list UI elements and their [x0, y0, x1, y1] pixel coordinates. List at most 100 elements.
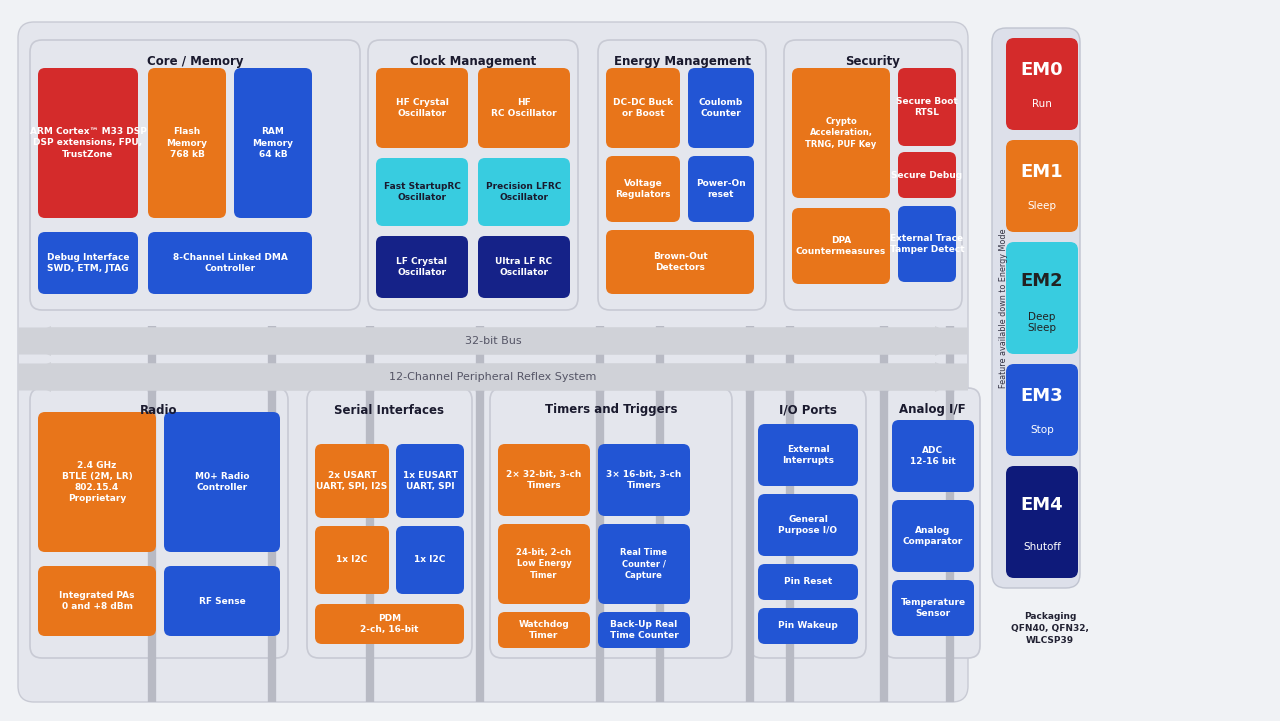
Text: Sleep: Sleep	[1028, 201, 1056, 211]
Text: 2.4 GHz
BTLE (2M, LR)
802.15.4
Proprietary: 2.4 GHz BTLE (2M, LR) 802.15.4 Proprieta…	[61, 461, 132, 503]
FancyBboxPatch shape	[758, 608, 858, 644]
FancyBboxPatch shape	[477, 158, 570, 226]
FancyBboxPatch shape	[396, 526, 465, 594]
Text: Pin Wakeup: Pin Wakeup	[778, 622, 838, 630]
Text: Voltage
Regulators: Voltage Regulators	[616, 179, 671, 199]
Text: General
Purpose I/O: General Purpose I/O	[778, 515, 837, 535]
FancyBboxPatch shape	[376, 158, 468, 226]
FancyBboxPatch shape	[315, 526, 389, 594]
FancyBboxPatch shape	[396, 444, 465, 518]
Text: Clock Management: Clock Management	[410, 56, 536, 68]
Text: EM4: EM4	[1020, 496, 1064, 514]
Text: External Trace
Tamper Detect: External Trace Tamper Detect	[890, 234, 964, 254]
FancyBboxPatch shape	[315, 444, 389, 518]
Text: Analog
Comparator: Analog Comparator	[902, 526, 963, 546]
FancyBboxPatch shape	[234, 68, 312, 218]
Text: Serial Interfaces: Serial Interfaces	[334, 404, 444, 417]
Text: Run: Run	[1032, 99, 1052, 110]
Text: EM3: EM3	[1020, 387, 1064, 405]
Text: Security: Security	[846, 56, 900, 68]
Text: Feature available down to Energy Mode: Feature available down to Energy Mode	[1000, 229, 1009, 388]
FancyBboxPatch shape	[689, 156, 754, 222]
Text: Stop: Stop	[1030, 425, 1053, 435]
FancyBboxPatch shape	[884, 388, 980, 658]
Text: RAM
Memory
64 kB: RAM Memory 64 kB	[252, 128, 293, 159]
FancyBboxPatch shape	[783, 40, 963, 310]
Text: Flash
Memory
768 kB: Flash Memory 768 kB	[166, 128, 207, 159]
FancyBboxPatch shape	[29, 40, 360, 310]
FancyBboxPatch shape	[29, 388, 288, 658]
Text: EM2: EM2	[1020, 273, 1064, 290]
Text: HF
RC Oscillator: HF RC Oscillator	[492, 98, 557, 118]
Text: 1x EUSART
UART, SPI: 1x EUSART UART, SPI	[403, 471, 457, 491]
FancyBboxPatch shape	[750, 388, 867, 658]
Text: Shutoff: Shutoff	[1023, 541, 1061, 552]
Text: EM1: EM1	[1020, 163, 1064, 181]
FancyBboxPatch shape	[892, 420, 974, 492]
FancyBboxPatch shape	[369, 40, 579, 310]
Polygon shape	[18, 326, 968, 356]
FancyBboxPatch shape	[598, 524, 690, 604]
FancyBboxPatch shape	[605, 156, 680, 222]
FancyBboxPatch shape	[1006, 140, 1078, 232]
FancyBboxPatch shape	[892, 500, 974, 572]
Text: Packaging
QFN40, QFN32,
WLCSP39: Packaging QFN40, QFN32, WLCSP39	[1011, 612, 1089, 645]
Text: Real Time
Counter /
Capture: Real Time Counter / Capture	[621, 549, 667, 580]
FancyBboxPatch shape	[38, 68, 138, 218]
FancyBboxPatch shape	[899, 152, 956, 198]
FancyBboxPatch shape	[315, 604, 465, 644]
Text: 32-bit Bus: 32-bit Bus	[465, 336, 521, 346]
Text: RF Sense: RF Sense	[198, 596, 246, 606]
Text: M0+ Radio
Controller: M0+ Radio Controller	[195, 472, 250, 492]
FancyBboxPatch shape	[477, 68, 570, 148]
FancyBboxPatch shape	[758, 494, 858, 556]
Text: 24-bit, 2-ch
Low Energy
Timer: 24-bit, 2-ch Low Energy Timer	[516, 549, 572, 580]
Polygon shape	[18, 362, 968, 392]
FancyBboxPatch shape	[38, 566, 156, 636]
Text: External
Interrupts: External Interrupts	[782, 445, 835, 465]
Text: Power-On
reset: Power-On reset	[696, 179, 746, 199]
Text: Brown-Out
Detectors: Brown-Out Detectors	[653, 252, 708, 272]
Text: Energy Management: Energy Management	[613, 56, 750, 68]
Text: 2× 32-bit, 3-ch
Timers: 2× 32-bit, 3-ch Timers	[507, 470, 581, 490]
FancyBboxPatch shape	[792, 68, 890, 198]
Text: Precision LFRC
Oscillator: Precision LFRC Oscillator	[486, 182, 562, 202]
FancyBboxPatch shape	[148, 232, 312, 294]
FancyBboxPatch shape	[164, 412, 280, 552]
FancyBboxPatch shape	[605, 68, 680, 148]
Text: Deep
Sleep: Deep Sleep	[1028, 312, 1056, 333]
FancyBboxPatch shape	[498, 612, 590, 648]
Text: Crypto
Acceleration,
TRNG, PUF Key: Crypto Acceleration, TRNG, PUF Key	[805, 118, 877, 149]
Text: Pin Reset: Pin Reset	[783, 578, 832, 586]
Text: 8-Channel Linked DMA
Controller: 8-Channel Linked DMA Controller	[173, 253, 288, 273]
FancyBboxPatch shape	[498, 444, 590, 516]
FancyBboxPatch shape	[758, 564, 858, 600]
Text: LF Crystal
Oscillator: LF Crystal Oscillator	[397, 257, 448, 277]
Text: DPA
Countermeasures: DPA Countermeasures	[796, 236, 886, 256]
Text: 12-Channel Peripheral Reflex System: 12-Channel Peripheral Reflex System	[389, 372, 596, 382]
Text: Secure Boot
RTSL: Secure Boot RTSL	[896, 97, 957, 117]
Text: Ultra LF RC
Oscillator: Ultra LF RC Oscillator	[495, 257, 553, 277]
FancyBboxPatch shape	[1006, 364, 1078, 456]
FancyBboxPatch shape	[498, 524, 590, 604]
Text: Integrated PAs
0 and +8 dBm: Integrated PAs 0 and +8 dBm	[59, 591, 134, 611]
Text: Temperature
Sensor: Temperature Sensor	[900, 598, 965, 618]
Text: Secure Debug: Secure Debug	[891, 170, 963, 180]
FancyBboxPatch shape	[477, 236, 570, 298]
Text: Debug Interface
SWD, ETM, JTAG: Debug Interface SWD, ETM, JTAG	[47, 253, 129, 273]
FancyBboxPatch shape	[38, 232, 138, 294]
Polygon shape	[18, 362, 968, 392]
Text: PDM
2-ch, 16-bit: PDM 2-ch, 16-bit	[360, 614, 419, 634]
FancyBboxPatch shape	[899, 206, 956, 282]
Text: Analog I/F: Analog I/F	[899, 404, 965, 417]
Text: Radio: Radio	[141, 404, 178, 417]
Text: 2x USART
UART, SPI, I2S: 2x USART UART, SPI, I2S	[316, 471, 388, 491]
FancyBboxPatch shape	[307, 388, 472, 658]
Text: HF Crystal
Oscillator: HF Crystal Oscillator	[396, 98, 448, 118]
FancyBboxPatch shape	[792, 208, 890, 284]
FancyBboxPatch shape	[992, 28, 1080, 588]
FancyBboxPatch shape	[598, 612, 690, 648]
FancyBboxPatch shape	[598, 40, 765, 310]
FancyBboxPatch shape	[490, 388, 732, 658]
FancyBboxPatch shape	[899, 68, 956, 146]
